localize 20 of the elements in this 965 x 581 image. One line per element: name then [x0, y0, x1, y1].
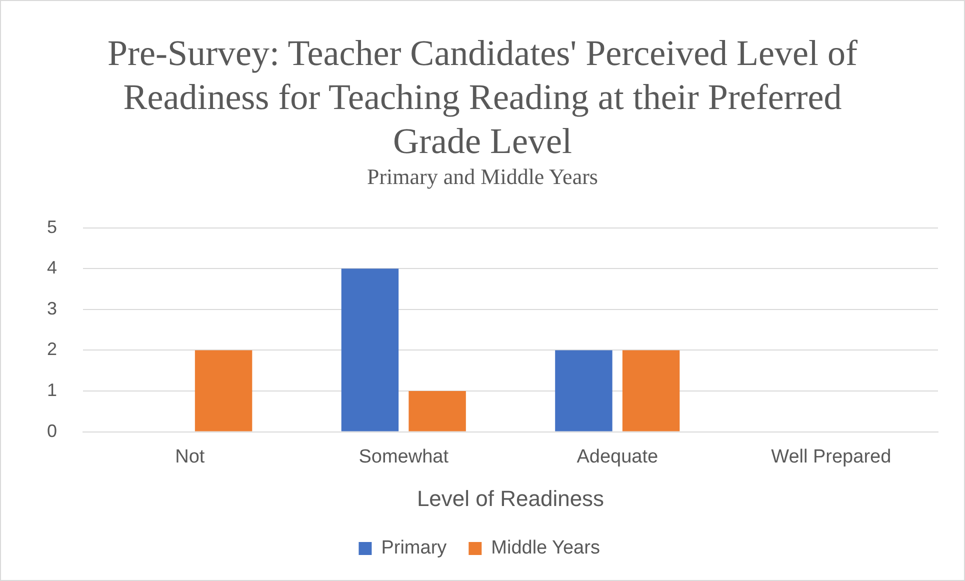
y-tick-label: 4 [46, 258, 58, 278]
bar [341, 268, 399, 432]
bar [555, 350, 612, 432]
y-tick-label: 5 [46, 216, 58, 237]
y-tick-label: 0 [46, 420, 58, 441]
y-tick-label: 2 [46, 339, 58, 360]
y-tick-label: 1 [46, 380, 58, 400]
chart-subtitle: Primary and Middle Years [366, 163, 599, 191]
chart-title: Pre-Survey: Teacher Candidates' Perceived Level of Readiness for Teaching Reading at their Preferred Grade Level [106, 32, 858, 163]
bar [622, 350, 680, 432]
x-tick-label: Well Prepared [771, 446, 892, 468]
y-tick-label: 3 [46, 298, 58, 318]
x-tick-label: Not [175, 446, 206, 468]
bar [194, 350, 252, 432]
x-tick-label: Adequate [576, 446, 658, 468]
bar [408, 391, 466, 432]
x-axis-title: Level of Readiness [416, 486, 604, 511]
legend-label: Primary [381, 538, 448, 559]
x-tick-label: Somewhat [358, 446, 450, 468]
legend-label: Middle Years [491, 538, 600, 559]
